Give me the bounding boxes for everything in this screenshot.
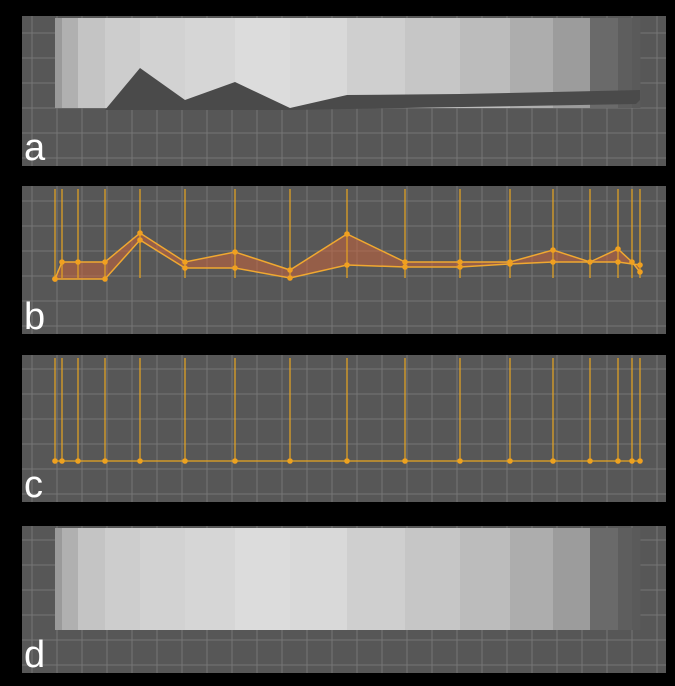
strip <box>55 18 63 108</box>
strip <box>78 18 106 108</box>
strip <box>290 18 348 108</box>
strip <box>105 528 141 630</box>
vertex <box>102 259 108 265</box>
vertex <box>615 259 621 265</box>
vertex <box>402 259 408 265</box>
vertex <box>232 265 238 271</box>
strip <box>510 528 554 630</box>
vertex <box>615 246 621 252</box>
strip <box>590 528 619 630</box>
vertex <box>137 237 143 243</box>
vertex <box>507 261 513 267</box>
page: a b c d (() => { const data = JSON.parse… <box>0 0 675 686</box>
vertex <box>637 269 643 275</box>
vertex <box>344 231 350 237</box>
strip <box>405 528 461 630</box>
strip <box>290 528 348 630</box>
strip <box>185 528 236 630</box>
strip <box>632 528 641 630</box>
vertex <box>137 230 143 236</box>
vertex <box>287 275 293 281</box>
strip <box>347 528 406 630</box>
vertex <box>637 262 643 268</box>
panel-label: b <box>24 296 45 338</box>
vertex <box>550 247 556 253</box>
vertex <box>457 259 463 265</box>
panel-label: c <box>24 464 43 506</box>
viewport <box>22 355 666 502</box>
strip <box>62 18 79 108</box>
strip <box>55 528 63 630</box>
vertex <box>629 259 635 265</box>
vertex <box>232 249 238 255</box>
vertex <box>457 264 463 270</box>
vertex <box>402 264 408 270</box>
panel-label: a <box>24 127 46 169</box>
strip <box>553 528 591 630</box>
figure: a b c d <box>0 0 675 686</box>
strip <box>347 18 406 108</box>
strip <box>62 528 79 630</box>
strip <box>618 528 633 630</box>
vertex <box>102 276 108 282</box>
vertex <box>59 259 65 265</box>
strip <box>235 528 291 630</box>
strip <box>140 528 186 630</box>
vertex <box>182 259 188 265</box>
strip <box>460 528 511 630</box>
vertex <box>287 267 293 273</box>
vertex <box>344 262 350 268</box>
vertex <box>587 259 593 265</box>
vertex <box>550 259 556 265</box>
strip <box>78 528 106 630</box>
panel-label: d <box>24 634 45 676</box>
vertex <box>52 276 58 282</box>
vertex <box>182 265 188 271</box>
vertex <box>75 259 81 265</box>
